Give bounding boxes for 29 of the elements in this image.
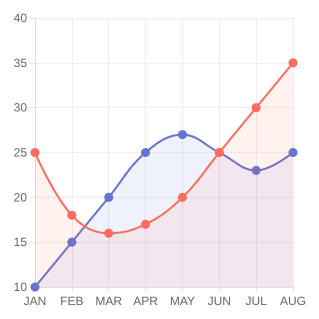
x-tick-label: MAR: [95, 294, 122, 308]
point: [288, 58, 298, 68]
x-tick-label: FEB: [60, 294, 84, 308]
y-tick-label: 35: [14, 56, 28, 70]
point: [104, 228, 114, 238]
point: [30, 148, 40, 157]
y-tick-label: 20: [14, 190, 28, 204]
y-tick-label: 10: [14, 280, 28, 294]
point: [252, 166, 261, 175]
y-tick-label: 25: [14, 146, 28, 160]
x-tick-label: APR: [133, 294, 158, 308]
point: [104, 192, 114, 202]
point: [67, 238, 76, 247]
point: [141, 220, 150, 229]
point: [178, 130, 187, 140]
y-tick-label: 15: [14, 235, 28, 250]
point: [288, 148, 298, 157]
x-tick-label: AUG: [280, 294, 306, 308]
x-tick-label: JUL: [245, 294, 268, 308]
point: [67, 210, 76, 220]
x-tick-label: JAN: [24, 294, 46, 308]
point: [141, 148, 150, 157]
x-tick-label: MAY: [170, 294, 195, 308]
point: [178, 192, 187, 202]
point: [30, 282, 40, 292]
point: [252, 103, 261, 112]
y-tick-label: 30: [14, 100, 28, 115]
x-tick-label: JUN: [208, 294, 231, 308]
y-tick-label: 40: [14, 11, 28, 25]
